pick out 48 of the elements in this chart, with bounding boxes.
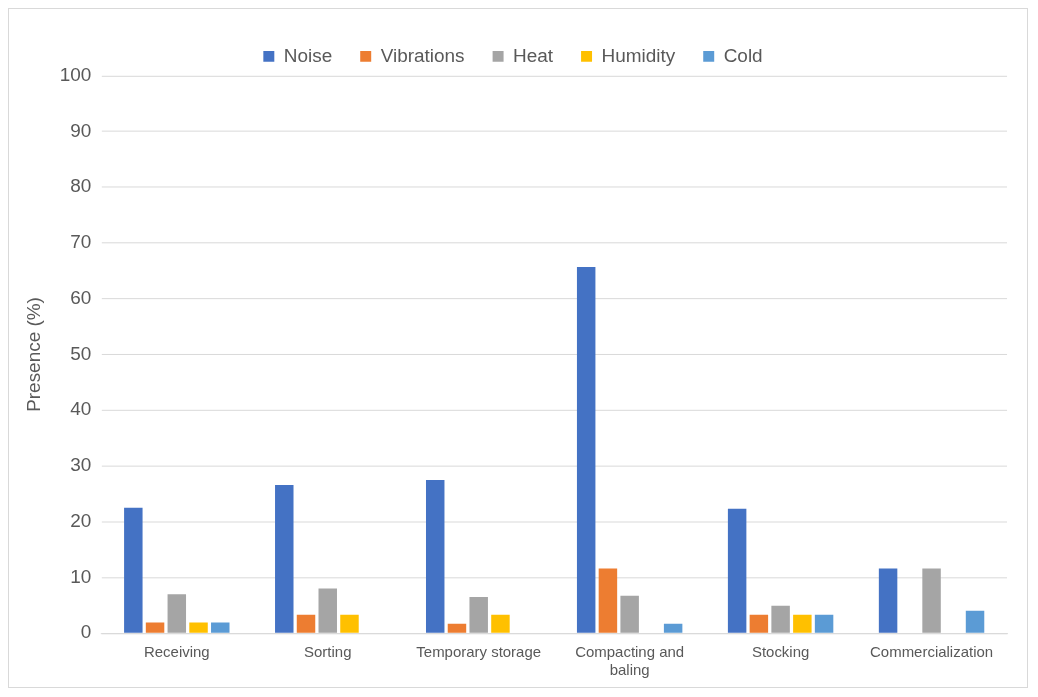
bar [749, 614, 769, 633]
bar [620, 595, 639, 633]
y-axis-title: Presence (%) [22, 297, 44, 412]
y-tick-label: 40 [70, 398, 92, 420]
y-tick-label: 90 [70, 119, 92, 141]
x-tick-label: Sorting [304, 643, 352, 661]
y-tick-label: 100 [59, 64, 92, 86]
legend-label: Vibrations [380, 44, 465, 66]
y-tick-label: 50 [70, 342, 92, 364]
bar [598, 568, 618, 633]
bar [124, 507, 143, 633]
bar [965, 610, 985, 633]
x-tick-label: Temporary storage [416, 643, 542, 661]
bar [793, 614, 812, 633]
bar [145, 622, 165, 633]
y-tick-label: 20 [70, 509, 92, 531]
bar [814, 614, 834, 633]
y-tick-label: 0 [80, 621, 92, 643]
y-tick-label: 80 [70, 175, 92, 197]
bar [447, 623, 467, 633]
bar [275, 484, 294, 633]
bar [491, 614, 510, 633]
bar [878, 568, 898, 633]
legend-label: Heat [513, 44, 554, 66]
x-tick-label: Compacting and baling [575, 643, 685, 679]
legend-label: Humidity [601, 44, 676, 66]
bar [296, 614, 316, 633]
x-tick-label: Receiving [143, 643, 210, 661]
bar [211, 622, 230, 633]
y-tick-label: 30 [70, 454, 92, 476]
bar [771, 605, 790, 633]
bar [189, 622, 208, 633]
y-tick-label: 70 [70, 231, 92, 253]
bar [318, 588, 337, 633]
x-tick-label: Commercialization [870, 643, 994, 661]
bar [727, 508, 747, 633]
bar [576, 266, 596, 633]
bar [922, 568, 941, 633]
x-tick-label: Stocking [751, 643, 810, 661]
legend-label: Noise [283, 44, 333, 66]
legend-label: Cold [723, 44, 763, 66]
bar [167, 594, 187, 633]
bar [469, 596, 488, 633]
y-tick-label: 60 [70, 286, 92, 308]
bar [340, 614, 359, 633]
bar [663, 623, 683, 633]
bar [425, 479, 445, 633]
y-tick-label: 10 [70, 565, 92, 587]
